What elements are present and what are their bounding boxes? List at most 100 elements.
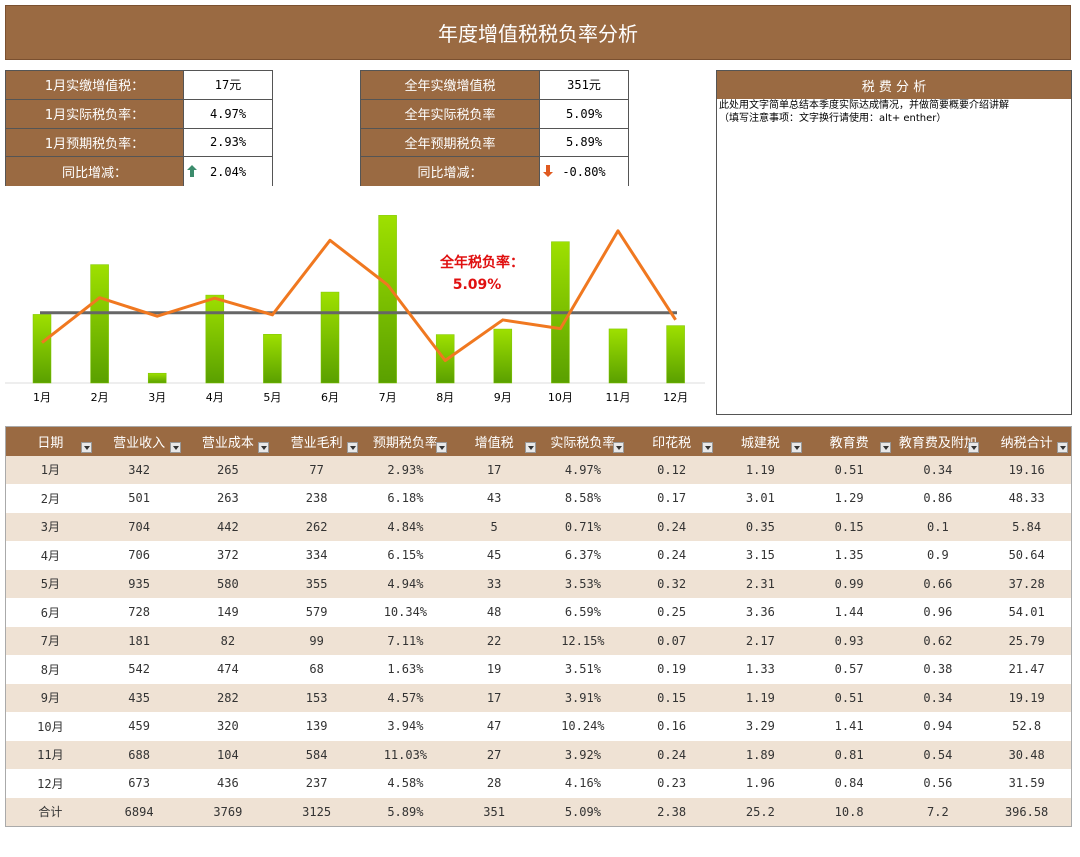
table-cell: 7月	[40, 634, 60, 649]
annotation: 全年税负率：	[439, 254, 524, 271]
filter-button	[613, 441, 625, 453]
summary-value: -0.80%	[540, 157, 628, 186]
table-cell: 0.17	[657, 491, 687, 506]
summary-value: 351元	[540, 71, 628, 99]
table-cell: 28	[486, 776, 502, 791]
table-cell: 282	[217, 690, 239, 705]
table-cell: 33	[486, 576, 502, 591]
bar	[147, 372, 167, 384]
table-cell: 4.57%	[387, 690, 424, 705]
bar	[263, 334, 282, 384]
column-header: 预期税负率	[361, 427, 450, 456]
table-cell: 25.79	[1008, 633, 1045, 648]
table-cell: 54.01	[1008, 605, 1045, 620]
x-tick-label: 4月	[206, 391, 224, 404]
table-cell: 3.15	[745, 548, 775, 563]
table-cell: 10月	[37, 719, 64, 734]
filter-button	[169, 441, 181, 453]
table-cell: 706	[128, 548, 150, 563]
summary-row: 全年实际税负率 5.09%	[361, 99, 628, 129]
table-cell: 396.58	[1004, 804, 1049, 819]
table-cell: 0.34	[923, 462, 953, 477]
table-cell: 334	[305, 548, 328, 563]
table-cell: 12月	[37, 776, 64, 791]
table-cell: 25.2	[745, 804, 775, 819]
table-cell: 1.33	[745, 662, 775, 677]
summary-label: 全年预期税负率	[361, 128, 540, 157]
table-cell: 139	[305, 719, 328, 734]
table-cell: 0.34	[923, 690, 953, 705]
filter-button	[702, 441, 713, 453]
table-cell: 50.64	[1008, 548, 1045, 563]
table-row: 4月 706 372 334 6.15% 45 6.37% 0.24 3.15 1.35 0.9 50…	[6, 541, 1071, 570]
table-cell: 0.1	[927, 519, 949, 534]
table-cell: 48	[486, 605, 502, 620]
table-cell: 19.16	[1008, 462, 1045, 477]
table-cell: 2.93%	[387, 462, 424, 477]
table-cell: 265	[217, 462, 239, 477]
table-cell: 0.57	[834, 662, 864, 677]
table-cell: 1.44	[834, 605, 864, 620]
table-cell: 2月	[40, 491, 60, 506]
table-cell: 3125	[302, 804, 332, 819]
summary-row: 全年实缴增值税 351元	[361, 71, 628, 100]
table-cell: 3.36	[745, 605, 775, 620]
summary-row: 全年预期税负率 5.89%	[361, 128, 628, 158]
table-cell: 1.63%	[387, 662, 424, 677]
summary-row: 1月实际税负率： 4.97%	[6, 99, 272, 129]
bar	[320, 291, 340, 384]
summary-row: 同比增减： 2.04%	[6, 157, 272, 186]
table-row: 11月 688 104 584 11.03% 27 3.92% 0.24 1.89 0.81 0.5…	[6, 740, 1071, 769]
bar	[666, 325, 685, 384]
summary-value: 5.89%	[540, 128, 628, 157]
column-header: 纳税合计	[982, 427, 1071, 456]
table-cell: 1月	[40, 463, 60, 478]
table-cell: 0.32	[657, 576, 687, 591]
table-cell: 0.66	[923, 576, 953, 591]
summary-label: 全年实际税负率	[361, 99, 540, 128]
bar	[608, 328, 628, 384]
table-cell: 3.94%	[387, 719, 424, 734]
summary-value: 2.93%	[184, 128, 272, 157]
table-cell: 10.24%	[561, 719, 605, 734]
table-row: 5月 935 580 355 4.94% 33 3.53% 0.32 2.31 0.99 0.66 3…	[6, 569, 1071, 598]
table-cell: 584	[305, 747, 328, 762]
table-cell: 0.71%	[564, 519, 601, 534]
bar	[378, 215, 397, 384]
column-header: 营业毛利	[272, 427, 361, 456]
table-cell: 6月	[40, 605, 60, 620]
table-cell: 1.41	[834, 719, 864, 734]
table-cell: 6.18%	[387, 491, 424, 506]
summary-month: 1月实缴增值税： 17元 1月实际税负率： 4.97% 1月预期税负率： 2.93% 同比增…	[5, 70, 273, 186]
table-cell: 27	[486, 747, 502, 762]
table-row: 7月 181 82 99 7.11% 22 12.15% 0.07 2.17 0.93 0.62 25…	[6, 626, 1071, 655]
table-cell: 262	[305, 519, 328, 534]
table-cell: 153	[305, 690, 328, 705]
table-cell: 0.24	[657, 747, 687, 762]
x-tick-label: 8月	[436, 391, 454, 404]
table-cell: 935	[128, 576, 150, 591]
table-cell: 372	[217, 548, 239, 563]
summary-label: 同比增减：	[6, 157, 184, 186]
table-cell: 238	[305, 491, 328, 506]
table-cell: 82	[220, 633, 236, 648]
table-cell: 48.33	[1008, 491, 1045, 506]
summary-row: 1月实缴增值税： 17元	[6, 71, 272, 100]
table-cell: 3.51%	[564, 662, 601, 677]
table-row: 3月 704 442 262 4.84% 5 0.71% 0.24 0.35 0.15 0.1 5.8…	[6, 512, 1071, 541]
filter-button	[347, 441, 358, 453]
summary-label: 全年实缴增值税	[361, 71, 540, 99]
table-cell: 0.86	[923, 491, 953, 506]
table-cell: 4.58%	[387, 776, 424, 791]
summary-label: 1月实缴增值税：	[6, 71, 184, 99]
analysis-title: 税 费 分 析	[717, 71, 1071, 99]
filter-button	[1057, 441, 1068, 453]
table-cell: 0.51	[834, 462, 864, 477]
table-cell: 320	[217, 719, 239, 734]
down-arrow	[543, 165, 553, 178]
column-header: 印花税	[627, 427, 716, 456]
summary-year: 全年实缴增值税 351元 全年实际税负率 5.09% 全年预期税负率 5.89% 同比增减：…	[360, 70, 629, 186]
table-cell: 47	[486, 719, 502, 734]
table-row: 6月 728 149 579 10.34% 48 6.59% 0.25 3.36 1.44 0.96…	[6, 598, 1071, 627]
table-cell: 3月	[40, 520, 60, 535]
